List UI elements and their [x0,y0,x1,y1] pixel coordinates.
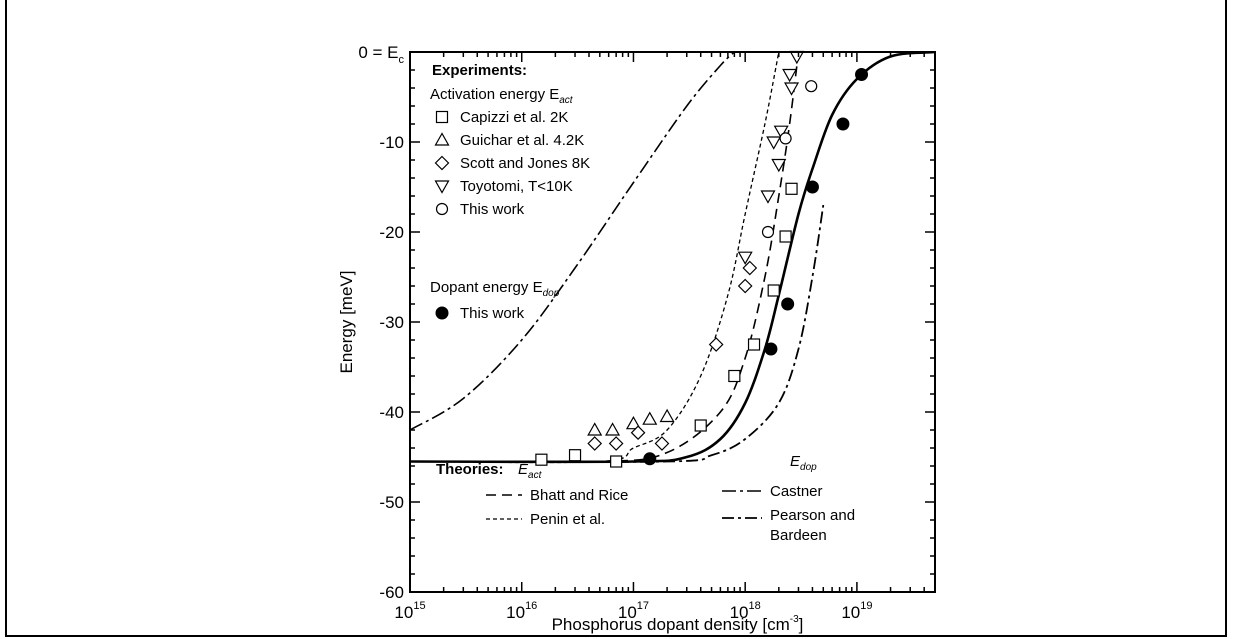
legend-theories-title: Theories: [436,461,504,478]
data-points [535,50,869,468]
data-point-square [785,182,798,195]
data-point-square [535,453,548,466]
data-point-filled-circle [781,297,795,311]
x-axis-label: Phosphorus dopant density [cm-3] [552,614,804,634]
x-tick-label: 1016 [506,600,537,622]
data-point-diamond [587,436,603,451]
data-point-triangle-down [737,251,753,265]
x-tick-label: 1015 [394,600,425,622]
y-tick-label: -10 [379,133,404,152]
y-tick-label: -20 [379,223,404,242]
data-point-circle [805,80,818,93]
curve-pearson-and-bardeen [410,204,825,463]
data-point-square [728,369,741,383]
data-point-diamond [654,436,670,451]
legend-dopant-label: Dopant energy Edop [430,279,560,299]
legend-activation-label: Activation energy Eact [430,86,574,106]
axis-ticks: 1015 1016 1017 1018 1019 0 = Ec -10 -20 -30 -40 -5… [358,43,936,622]
data-point-triangle-down [766,136,782,150]
legend-entry: Capizzi et al. 2K [460,109,568,126]
x-tick-label: 1017 [618,600,649,622]
data-point-triangle-down [773,125,789,139]
legend-entry: Guichar et al. 4.2K [460,132,584,149]
data-point-triangle-down [789,50,805,65]
y-axis-label: Energy [meV] [337,271,356,374]
data-point-square [747,338,761,351]
legend-experiments-title: Experiments: [432,62,527,79]
y-tick-label: -30 [379,313,404,332]
legend-entry-penin: Penin et al. [530,511,605,528]
legend-entry: Toyotomi, T<10K [460,178,573,195]
data-point-triangle-down [782,68,798,83]
data-point-filled-circle [855,68,869,81]
y-tick-label: 0 = Ec [358,43,404,66]
x-tick-label: 1018 [730,600,761,622]
data-point-square [610,455,623,468]
legend-entry-castner: Castner [770,483,823,500]
x-tick-label: 1019 [841,600,872,622]
curve-fit [410,52,935,464]
legend-eact-header: Eact [518,461,543,481]
data-point-filled-circle [805,180,819,194]
y-tick-label: -60 [379,583,404,602]
data-point-triangle-down [784,82,800,96]
data-point-diamond [708,337,724,352]
legend-entry-pearson: Pearson and [770,507,855,524]
data-point-diamond [737,278,753,294]
data-point-circle [761,225,775,239]
data-point-filled-circle [643,452,657,466]
data-point-triangle-down [771,158,787,173]
data-point-triangle [659,408,675,423]
legend-marker-triangle [434,132,450,146]
data-point-diamond [630,425,646,441]
data-point-filled-circle [836,117,850,131]
data-point-triangle-down [760,190,776,204]
data-point-triangle [587,422,603,436]
legend-marker-diamond [434,155,450,171]
data-point-filled-circle [764,342,778,356]
data-point-square [568,449,582,462]
data-point-square [767,284,780,297]
data-point-triangle [605,422,621,436]
legend-entry: This work [460,305,525,322]
data-point-triangle [642,411,658,425]
legend-marker-filled-circle [435,306,449,320]
legend-edop-header: Edop [790,453,817,473]
y-tick-label: -50 [379,493,404,512]
legend-entry: Scott and Jones 8K [460,155,590,172]
data-point-circle [779,132,792,145]
data-point-triangle [625,415,641,430]
legend-marker-triangle-down [434,180,450,194]
legend-entry-bhatt: Bhatt and Rice [530,487,628,504]
y-tick-label: -40 [379,403,404,422]
curve-bhatt-and-rice [410,52,800,463]
legend: Experiments: Activation energy Eact Capizz… [430,62,855,544]
legend-entry-bardeen: Bardeen [770,527,827,544]
legend-marker-circle [435,202,449,216]
data-point-square [694,419,707,432]
legend-entry: This work [460,201,525,218]
data-point-diamond [608,436,624,451]
legend-marker-square [435,110,449,124]
curve-castner [410,52,735,431]
figure-frame [5,0,1227,637]
data-point-square [779,230,792,243]
data-point-diamond [742,260,758,276]
